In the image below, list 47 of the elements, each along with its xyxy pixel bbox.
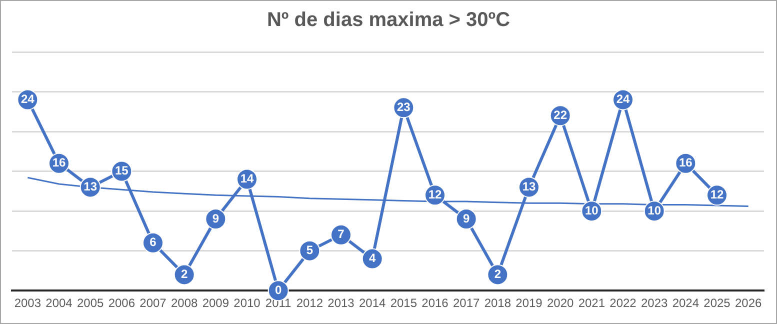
x-tick-label: 2010 <box>234 296 261 310</box>
x-tick-label: 2015 <box>390 296 418 310</box>
data-label: 0 <box>274 282 282 297</box>
x-tick-label: 2025 <box>704 296 731 310</box>
data-label: 15 <box>114 164 129 178</box>
x-tick-label: 2003 <box>14 296 42 310</box>
data-label: 9 <box>212 211 220 226</box>
data-label: 16 <box>52 156 66 170</box>
x-tick-label: 2016 <box>422 296 449 310</box>
x-tick-label: 2018 <box>484 296 512 310</box>
x-tick-label: 2022 <box>610 296 637 310</box>
x-tick-label: 2007 <box>140 296 167 310</box>
data-label: 12 <box>428 187 442 202</box>
data-label: 4 <box>368 251 376 266</box>
data-label: 9 <box>462 211 470 226</box>
x-tick-label: 2020 <box>546 296 574 310</box>
x-tick-label: 2021 <box>578 296 606 310</box>
data-label: 22 <box>554 108 568 122</box>
data-label: 16 <box>678 156 693 170</box>
data-label: 5 <box>306 243 314 258</box>
data-label: 24 <box>616 92 630 106</box>
x-tick-label: 2008 <box>170 296 198 310</box>
data-label: 13 <box>84 180 98 194</box>
data-label: 2 <box>494 267 502 282</box>
data-label: 13 <box>522 180 536 194</box>
x-tick-label: 2017 <box>452 296 480 310</box>
chart-title: Nº de dias maxima > 30ºC <box>266 9 512 32</box>
data-label: 2 <box>180 267 188 282</box>
data-label: 10 <box>648 203 662 218</box>
data-label: 23 <box>396 100 411 114</box>
data-label: 24 <box>20 92 35 106</box>
x-tick-label: 2023 <box>640 296 668 310</box>
data-label: 12 <box>710 187 724 202</box>
x-tick-label: 2009 <box>202 296 230 310</box>
data-label: 6 <box>150 235 157 250</box>
data-label: 7 <box>338 227 345 242</box>
x-tick-label: 2006 <box>108 296 136 310</box>
x-tick-label: 2012 <box>296 296 324 310</box>
x-tick-label: 2014 <box>358 296 386 310</box>
data-label: 10 <box>584 203 599 218</box>
x-tick-label: 2026 <box>734 296 762 310</box>
x-tick-label: 2005 <box>76 296 104 310</box>
x-tick-label: 2024 <box>672 296 700 310</box>
data-label: 14 <box>240 172 254 186</box>
x-tick-label: 2019 <box>516 296 543 310</box>
x-tick-label: 2004 <box>46 296 73 310</box>
x-tick-label: 2013 <box>328 296 355 310</box>
